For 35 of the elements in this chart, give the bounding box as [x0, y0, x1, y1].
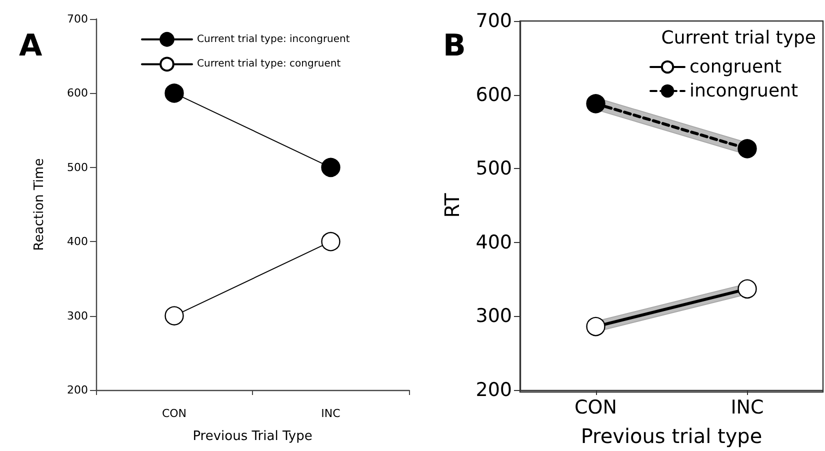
- point: [164, 84, 184, 103]
- y-tick-label: 500: [67, 160, 88, 174]
- y-tick-label: 200: [67, 384, 88, 396]
- legend-label: congruent: [690, 56, 782, 78]
- y-tick-label: 400: [67, 235, 88, 248]
- y-tick-label: 600: [476, 84, 512, 106]
- point: [586, 316, 606, 336]
- y-tick-label: 700: [67, 12, 88, 26]
- y-tick-label: 400: [476, 231, 512, 254]
- y-axis-title: RT: [440, 192, 464, 218]
- y-axis-title: Reaction Time: [32, 158, 47, 251]
- legend-label: incongruent: [690, 80, 798, 102]
- point: [164, 306, 184, 326]
- legend-title: Current trial type: [661, 28, 816, 48]
- x-axis-title: Previous Trial Type: [192, 429, 312, 444]
- point: [321, 232, 340, 252]
- x-tick-label: INC: [730, 396, 764, 418]
- x-tick-label: INC: [321, 407, 341, 420]
- x-axis-title: Previous trial type: [580, 424, 762, 448]
- y-tick-label: 200: [476, 379, 512, 401]
- chart-title: A: [19, 28, 43, 64]
- point: [321, 158, 340, 177]
- y-tick-label: 500: [476, 158, 512, 180]
- point: [738, 139, 757, 158]
- legend-label: Current trial type: congruent: [197, 58, 341, 70]
- y-tick-label: 600: [67, 86, 88, 100]
- legend-label: Current trial type: incongruent: [197, 34, 350, 45]
- y-tick-label: 700: [476, 10, 512, 32]
- x-tick-label: CON: [574, 396, 617, 418]
- chart-title: B: [443, 28, 466, 64]
- point: [738, 279, 757, 298]
- point: [586, 94, 606, 114]
- x-tick-label: CON: [162, 407, 187, 420]
- y-tick-label: 300: [476, 305, 512, 328]
- y-tick-label: 300: [67, 309, 88, 322]
